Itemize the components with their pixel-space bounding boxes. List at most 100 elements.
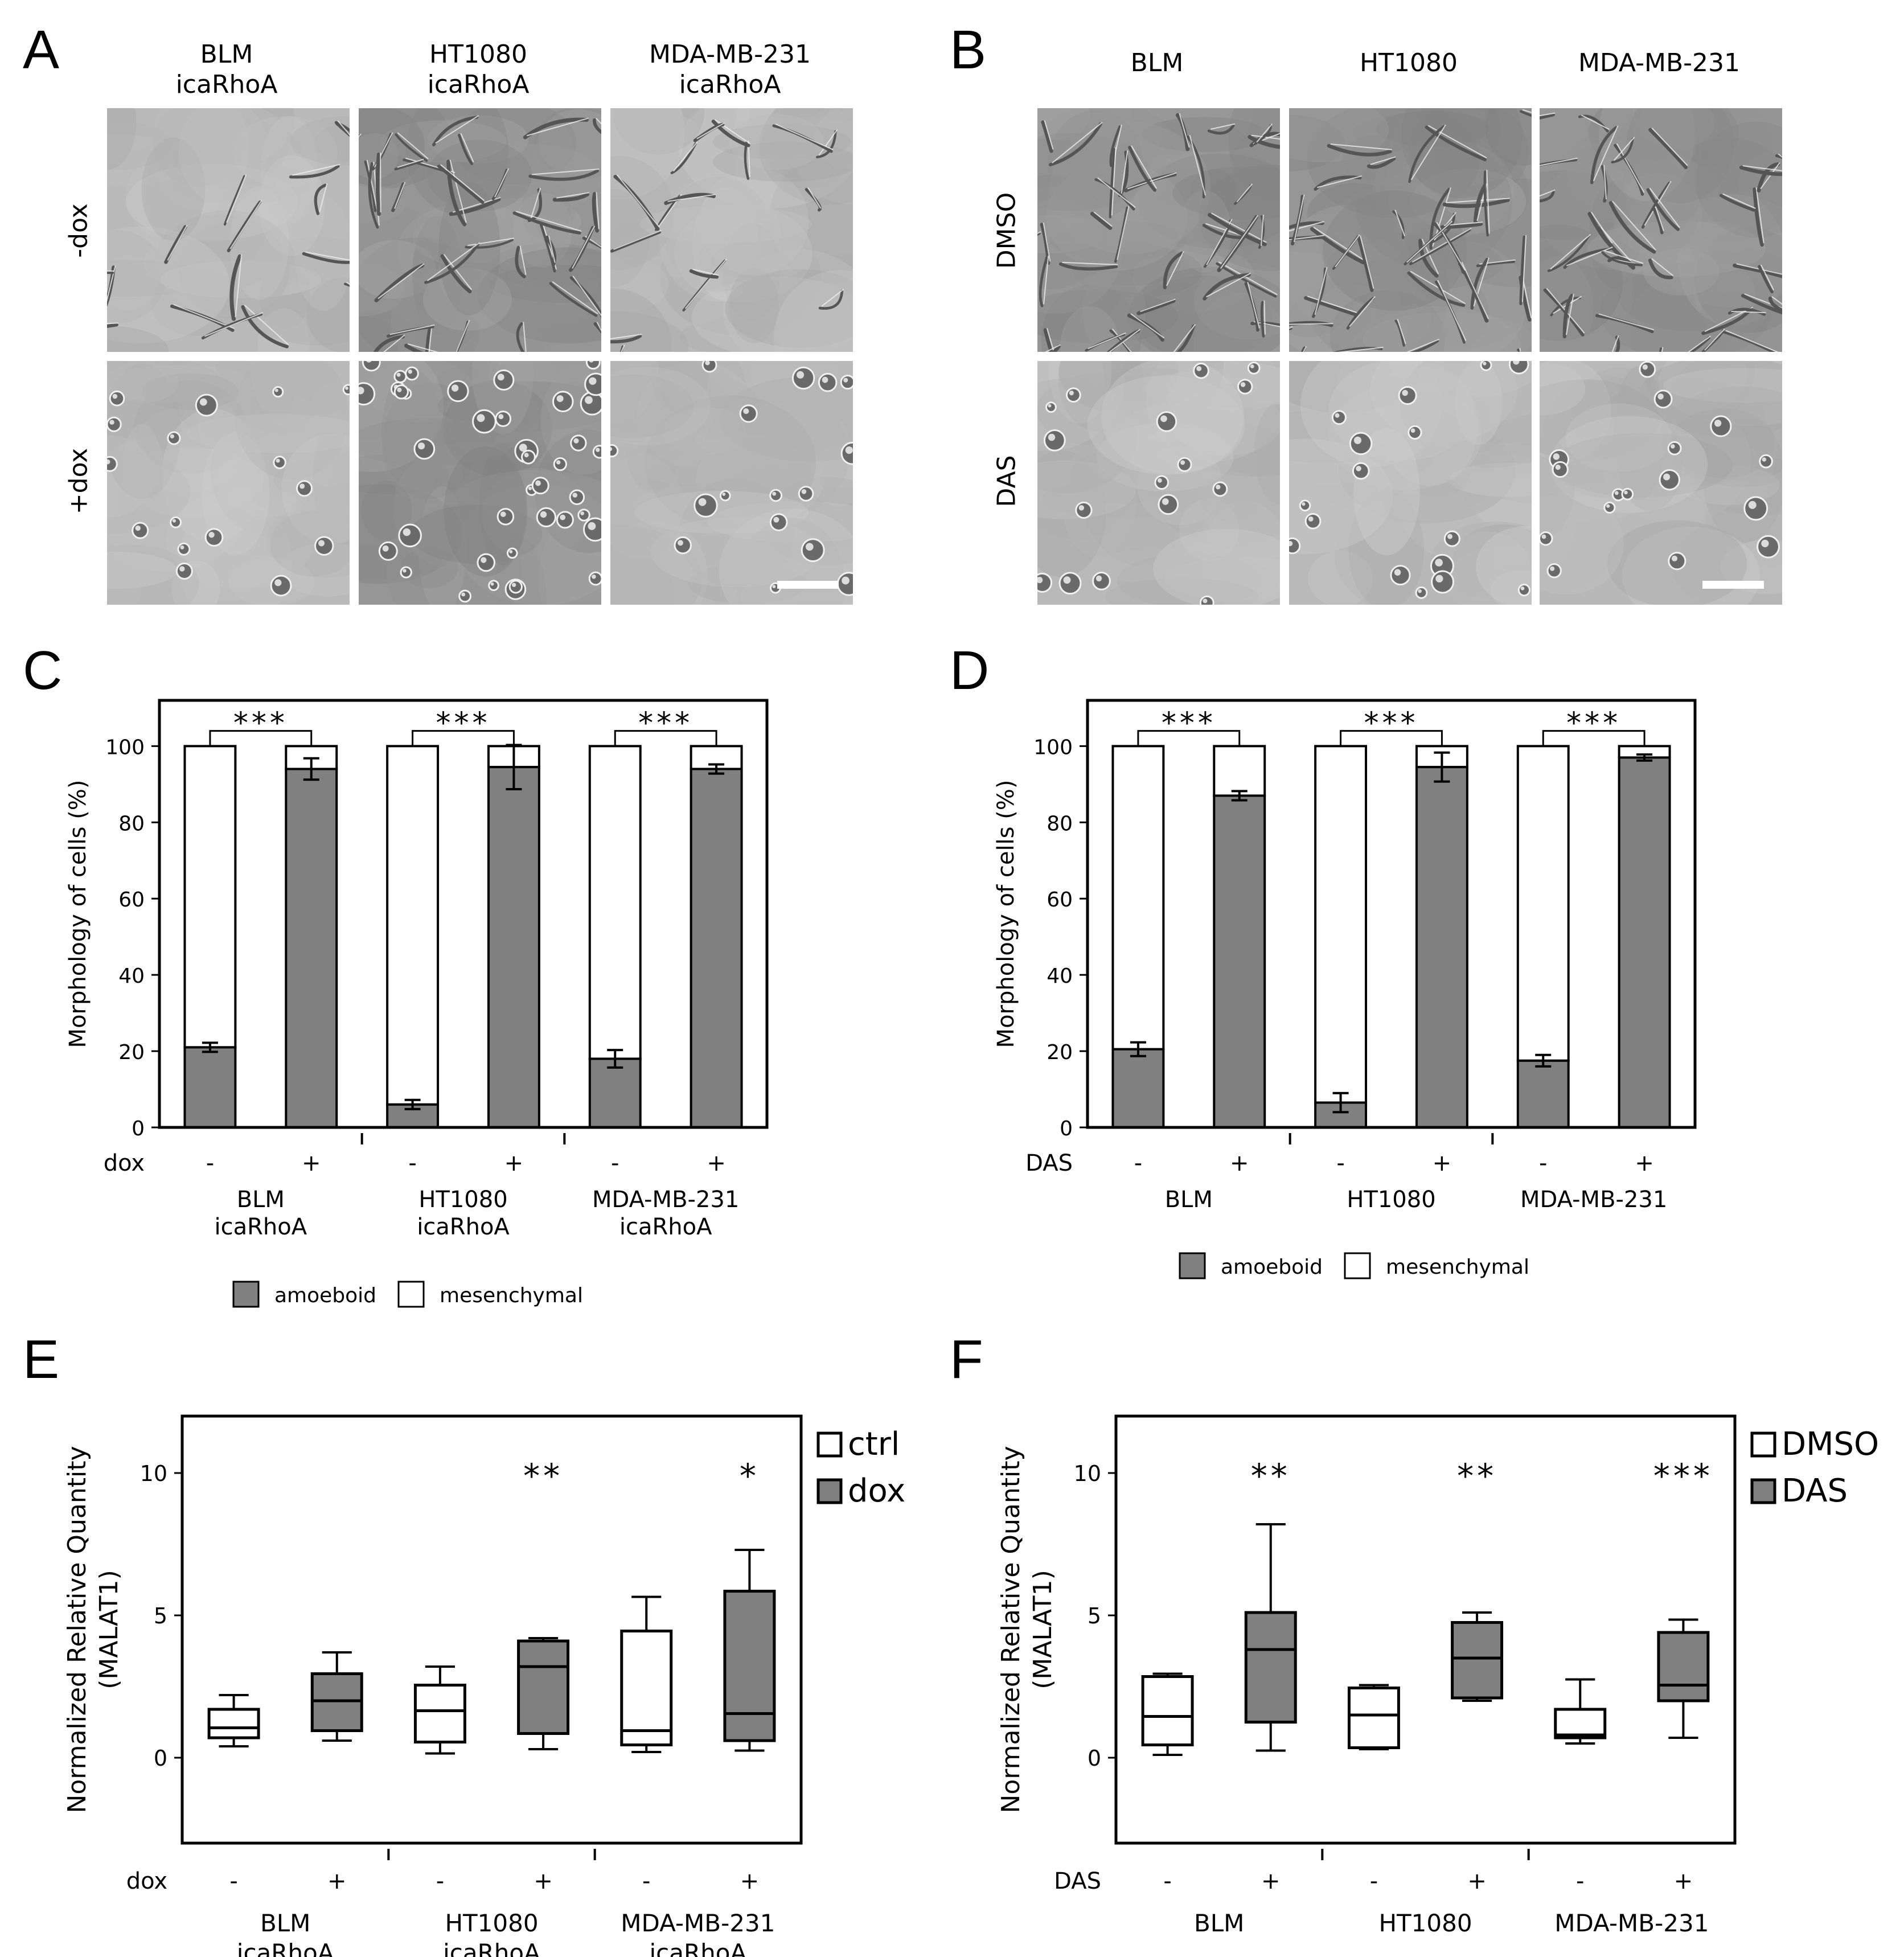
significance-bracket — [614, 730, 717, 746]
treatment-sign: + — [740, 1868, 760, 1894]
error-bar — [1535, 1053, 1552, 1068]
panel-letter-a: A — [23, 19, 60, 80]
significance-label: *** — [233, 707, 288, 741]
treatment-sign: - — [1336, 1150, 1344, 1176]
legend-swatch-amoeboid — [232, 1281, 260, 1308]
treatment-sign: - — [1539, 1150, 1547, 1176]
plot-frame — [180, 1414, 803, 1845]
significance-label: *** — [1162, 707, 1216, 741]
legend: amoeboid mesenchymal — [232, 1281, 583, 1308]
group-label: icaRhoA — [215, 1214, 307, 1240]
legend-swatch — [1750, 1478, 1776, 1504]
group-label: icaRhoA — [417, 1214, 510, 1240]
significance-bracket — [209, 730, 313, 746]
box-2 — [310, 1651, 363, 1742]
panel-a-image-plus-dox-2 — [359, 361, 601, 605]
bar-mesenchymal — [386, 745, 440, 1106]
group-label: icaRhoA — [237, 1939, 334, 1957]
panel-b-col-label-blm: BLM — [1130, 48, 1184, 77]
box-5 — [1554, 1678, 1607, 1745]
group-label: BLM — [260, 1909, 310, 1937]
box-5 — [620, 1595, 673, 1753]
box-3 — [413, 1665, 466, 1755]
box-body — [620, 1630, 673, 1746]
y-tick-label: 0 — [154, 1746, 167, 1771]
significance-label: * — [740, 1457, 760, 1495]
group-label: MDA-MB-231 — [621, 1909, 775, 1937]
treatment-sign: + — [1230, 1150, 1249, 1176]
y-tick-label: 10 — [1074, 1461, 1101, 1486]
panel-a-image-minus-dox-3 — [610, 108, 853, 352]
panel-letter-e: E — [23, 1329, 60, 1390]
bar-amoeboid — [1618, 756, 1671, 1129]
panel-letter-d: D — [950, 640, 990, 701]
bar-mesenchymal — [183, 745, 237, 1049]
treatment-sign: + — [1433, 1150, 1452, 1176]
panel-b-image-dmso-2 — [1289, 108, 1532, 352]
group-label: MDA-MB-231 — [592, 1187, 739, 1213]
treatment-sign: - — [642, 1868, 650, 1894]
plot-frame — [1114, 1414, 1737, 1845]
bar-mesenchymal — [1314, 745, 1368, 1104]
group-label: BLM — [237, 1187, 285, 1213]
treatment-sign: - — [206, 1150, 214, 1176]
y-tick-label: 40 — [1047, 965, 1073, 988]
y-axis-label: Normalized Relative Quantity — [996, 1446, 1025, 1813]
treatment-sign: - — [1370, 1868, 1378, 1894]
error-bar — [708, 763, 725, 775]
box-body — [1141, 1675, 1194, 1746]
treatment-sign: - — [1163, 1868, 1171, 1894]
bar-amoeboid — [1111, 1048, 1165, 1129]
bar-mesenchymal — [1111, 745, 1165, 1051]
y-tick-label: 0 — [132, 1117, 145, 1140]
box-body — [1451, 1621, 1504, 1700]
legend-swatch-mesenchymal — [397, 1281, 425, 1308]
panel-letter-b: B — [950, 19, 987, 80]
group-label: icaRhoA — [649, 1939, 746, 1957]
box-body — [1657, 1631, 1710, 1702]
treatment-sign: + — [1261, 1868, 1281, 1894]
legend-swatch — [816, 1478, 843, 1504]
treatment-sign: + — [1635, 1150, 1654, 1176]
y-tick-label: 0 — [1060, 1117, 1073, 1140]
error-bar — [1332, 1092, 1349, 1114]
group-label: MDA-MB-231 — [1554, 1909, 1709, 1937]
bar-amoeboid — [183, 1046, 237, 1129]
panel-a-col-label-ht1080: HT1080 icaRhoA — [427, 40, 530, 99]
error-bar — [404, 1098, 421, 1110]
panel-a-image-plus-dox-1 — [107, 361, 350, 605]
bar-amoeboid — [588, 1057, 642, 1129]
treatment-sign: + — [327, 1868, 347, 1894]
y-tick-label: 100 — [105, 736, 145, 759]
bar-mesenchymal — [588, 745, 642, 1060]
box-1 — [1141, 1672, 1194, 1756]
error-bar — [303, 757, 319, 781]
box-body — [517, 1639, 570, 1735]
error-bar — [607, 1049, 623, 1069]
group-label: icaRhoA — [443, 1939, 540, 1957]
y-tick-label: 40 — [118, 965, 145, 988]
bar-amoeboid — [1516, 1059, 1570, 1129]
treatment-sign: - — [611, 1150, 619, 1176]
error-bar — [202, 1041, 218, 1053]
panel-a-col-label-blm: BLM icaRhoA — [175, 40, 278, 99]
panel-a-image-minus-dox-1 — [107, 108, 350, 352]
legend-swatch — [1750, 1431, 1776, 1458]
legend-label-mesenchymal: mesenchymal — [1386, 1256, 1529, 1279]
legend-label: DMSO — [1782, 1426, 1879, 1463]
y-tick-label: 20 — [118, 1041, 145, 1064]
treatment-label: dox — [104, 1150, 145, 1176]
box-plot-chart-f: 0 5 10 - ** + - ** + - *** + DAS BLM HT1080 MDA-MB-231 N… — [996, 1414, 1879, 1937]
y-tick-label: 5 — [154, 1603, 167, 1628]
panel-b-image-dmso-1 — [1037, 108, 1280, 352]
legend: amoeboid mesenchymal — [1179, 1252, 1529, 1279]
panel-letter-f: F — [950, 1329, 983, 1390]
panel-a-col-label-mda: MDA-MB-231 icaRhoA — [649, 40, 811, 99]
group-label: HT1080 — [1378, 1909, 1472, 1937]
panel-a-image-minus-dox-2 — [359, 108, 601, 352]
treatment-label: dox — [126, 1868, 167, 1894]
treatment-sign: - — [1576, 1868, 1584, 1894]
treatment-label: DAS — [1054, 1868, 1101, 1894]
